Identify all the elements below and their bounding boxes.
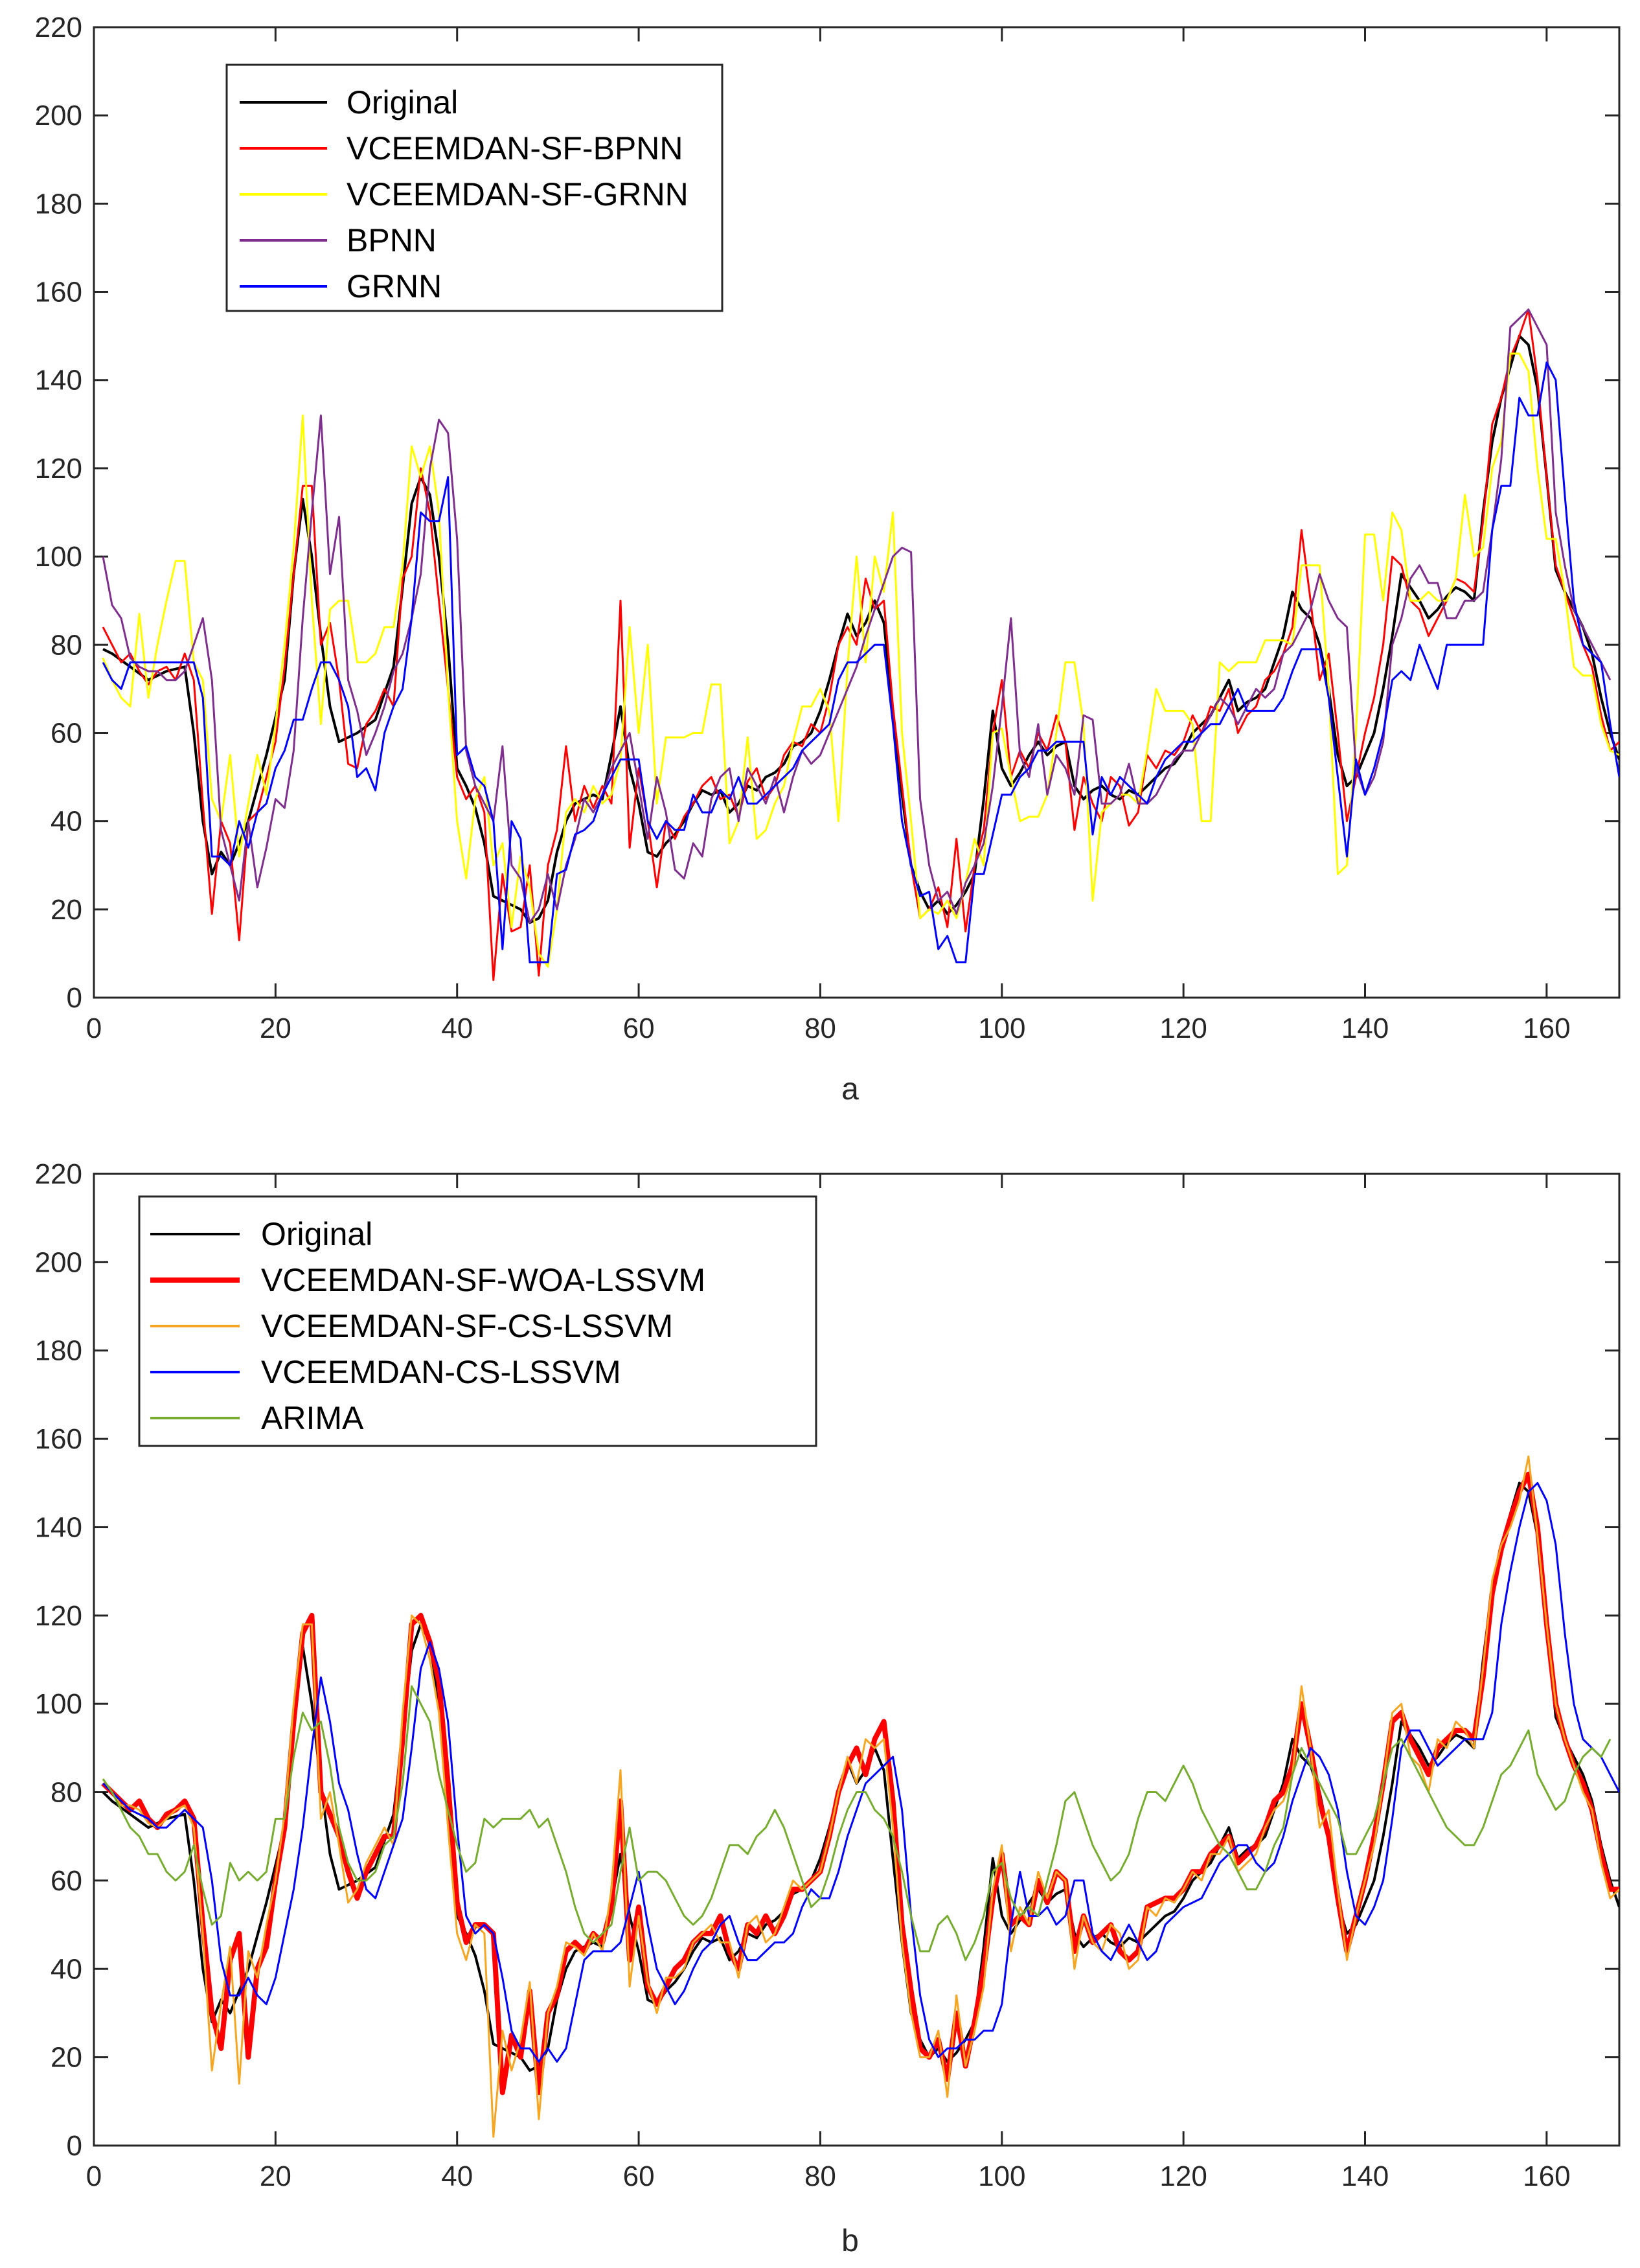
legend-label: Original bbox=[347, 84, 458, 120]
y-tick-label: 120 bbox=[35, 1600, 82, 1632]
x-tick-label: 160 bbox=[1523, 1013, 1570, 1044]
legend: Original VCEEMDAN-SF-BPNN VCEEMDAN-SF-GRNN… bbox=[225, 63, 723, 312]
x-tick-label: 0 bbox=[86, 1013, 102, 1044]
series-line-vceemdan-sf-cs-lssvm bbox=[102, 1455, 1619, 2138]
y-tick-label: 160 bbox=[35, 1423, 82, 1455]
y-tick-label: 140 bbox=[35, 365, 82, 396]
series-line-original bbox=[102, 1482, 1619, 2072]
x-tick-label: 40 bbox=[441, 2160, 473, 2192]
y-tick-label: 40 bbox=[51, 806, 82, 838]
y-tick-label: 220 bbox=[35, 1158, 82, 1190]
y-tick-label: 120 bbox=[35, 453, 82, 485]
y-tick-label: 0 bbox=[67, 982, 82, 1014]
legend-label: ARIMA bbox=[261, 1400, 364, 1436]
y-tick-label: 100 bbox=[35, 1688, 82, 1720]
x-tick-label: 140 bbox=[1341, 2160, 1389, 2192]
y-tick-label: 20 bbox=[51, 894, 82, 926]
plot-frame bbox=[93, 1173, 1621, 2147]
x-tick-label: 0 bbox=[86, 2160, 102, 2192]
y-tick-label: 100 bbox=[35, 541, 82, 573]
x-tick-label: 80 bbox=[804, 1013, 836, 1044]
legend-label: VCEEMDAN-CS-LSSVM bbox=[261, 1354, 621, 1390]
x-tick-label: 80 bbox=[804, 2160, 836, 2192]
y-tick-label: 140 bbox=[35, 1511, 82, 1543]
x-tick-label: 120 bbox=[1159, 2160, 1207, 2192]
x-tick-label: 140 bbox=[1341, 1013, 1389, 1044]
series-line-grnn bbox=[102, 361, 1619, 963]
series-line-arima bbox=[102, 1685, 1612, 1962]
x-tick-label: 60 bbox=[623, 1013, 655, 1044]
x-tick-label: 160 bbox=[1523, 2160, 1570, 2192]
plot-frame bbox=[93, 26, 1621, 999]
y-tick-label: 80 bbox=[51, 629, 82, 661]
legend-box bbox=[138, 1195, 817, 1447]
x-tick-label: 100 bbox=[978, 1013, 1025, 1044]
legend: Original VCEEMDAN-SF-WOA-LSSVM VCEEMDAN-SF… bbox=[138, 1195, 817, 1447]
legend-label: VCEEMDAN-SF-WOA-LSSVM bbox=[261, 1262, 705, 1298]
y-tick-label: 200 bbox=[35, 100, 82, 132]
y-tick-label: 60 bbox=[51, 717, 82, 749]
x-tick-label: 40 bbox=[441, 1013, 473, 1044]
legend-label: BPNN bbox=[347, 222, 437, 258]
y-tick-label: 160 bbox=[35, 277, 82, 308]
panel-b: 0 20 40 60 80 100 120 140 160 180 200 220 0 20 40 60 80 1… bbox=[35, 1158, 1621, 2258]
y-tick-label: 80 bbox=[51, 1777, 82, 1809]
series-line-vceemdan-cs-lssvm bbox=[102, 1482, 1619, 2063]
panel-a: 0 20 40 60 80 100 120 140 160 180 200 220 0 20 40 60 80 1… bbox=[35, 12, 1621, 1106]
panel-label: b bbox=[841, 2224, 859, 2258]
y-tick-label: 200 bbox=[35, 1246, 82, 1278]
y-tick-label: 40 bbox=[51, 1953, 82, 1985]
legend-label: GRNN bbox=[347, 268, 442, 304]
panel-label: a bbox=[841, 1072, 859, 1106]
y-tick-label: 0 bbox=[67, 2130, 82, 2162]
y-tick-label: 60 bbox=[51, 1865, 82, 1897]
x-tick-label: 60 bbox=[623, 2160, 655, 2192]
y-tick-label: 180 bbox=[35, 188, 82, 220]
x-tick-label: 20 bbox=[260, 1013, 291, 1044]
series-line-vceemdan-sf-grnn bbox=[102, 352, 1619, 968]
x-tick-label: 20 bbox=[260, 2160, 291, 2192]
legend-label: VCEEMDAN-SF-BPNN bbox=[347, 130, 683, 166]
y-tick-label: 220 bbox=[35, 12, 82, 43]
x-tick-label: 100 bbox=[978, 2160, 1025, 2192]
x-tick-label: 120 bbox=[1159, 1013, 1207, 1044]
y-tick-label: 20 bbox=[51, 2042, 82, 2074]
series-line-bpnn bbox=[102, 308, 1612, 924]
y-tick-label: 180 bbox=[35, 1335, 82, 1367]
legend-box bbox=[225, 63, 723, 312]
legend-label: VCEEMDAN-SF-GRNN bbox=[347, 176, 689, 212]
legend-label: Original bbox=[261, 1216, 372, 1252]
legend-label: VCEEMDAN-SF-CS-LSSVM bbox=[261, 1308, 673, 1344]
